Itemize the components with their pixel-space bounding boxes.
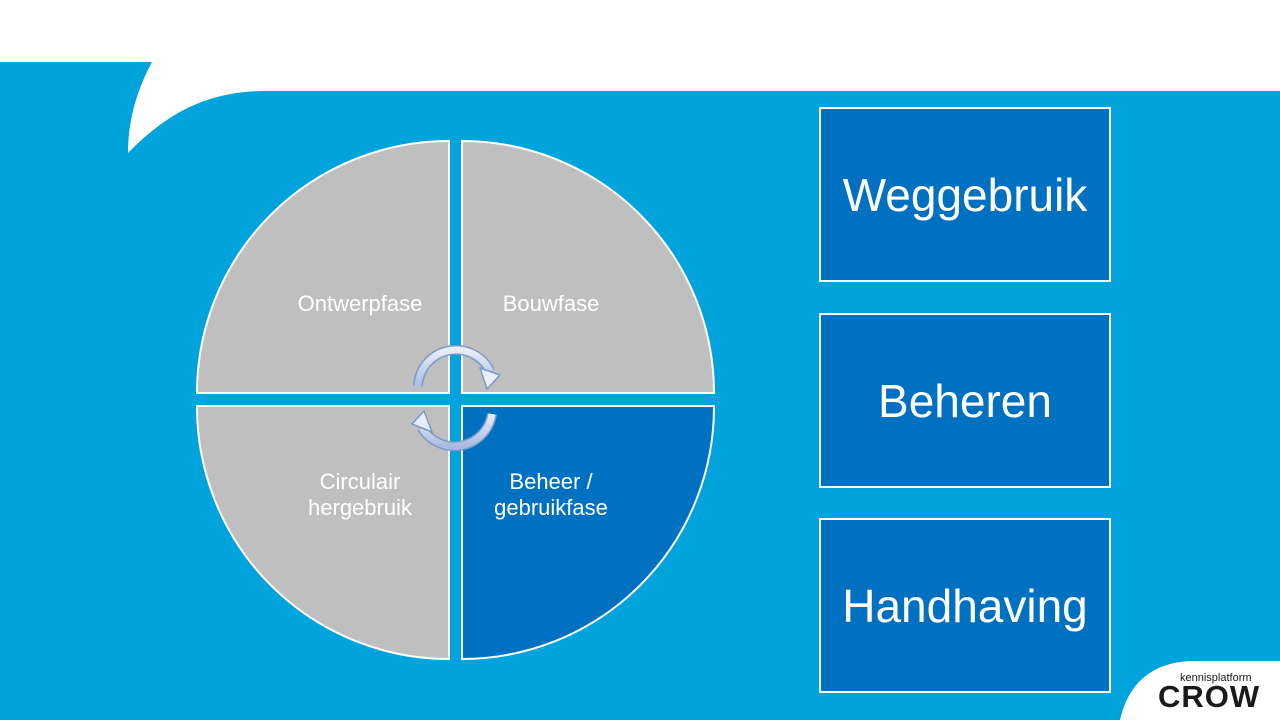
quadrant-top-right[interactable]	[461, 139, 716, 394]
box-label: Handhaving	[842, 579, 1088, 632]
quadrant-label-beheer: Beheer /	[509, 469, 593, 494]
quadrant-label-ontwerpfase: Ontwerpfase	[298, 291, 423, 316]
quadrant-label-gebruikfase: gebruikfase	[494, 495, 608, 520]
logo-subtitle: kennisplatform	[1180, 672, 1252, 684]
box-handhaving[interactable]: Handhaving	[819, 518, 1111, 693]
cycle-arrow-icon	[413, 344, 502, 391]
quadrant-label-circulair: Circulair	[320, 469, 401, 494]
logo-background	[1120, 661, 1280, 720]
box-weggebruik[interactable]: Weggebruik	[819, 107, 1111, 282]
quadrant-bottom-left[interactable]	[195, 405, 450, 661]
quadrant-bottom-right[interactable]	[461, 405, 716, 661]
quadrant-label-hergebruik: hergebruik	[308, 495, 413, 520]
box-label: Weggebruik	[842, 168, 1088, 221]
logo-title: CROW	[1158, 679, 1261, 714]
quadrant-top-left[interactable]	[195, 139, 450, 394]
box-beheren[interactable]: Beheren	[819, 313, 1111, 488]
box-label: Beheren	[878, 374, 1052, 427]
cycle-arrow-icon	[410, 409, 497, 452]
quadrant-label-bouwfase: Bouwfase	[503, 291, 600, 316]
